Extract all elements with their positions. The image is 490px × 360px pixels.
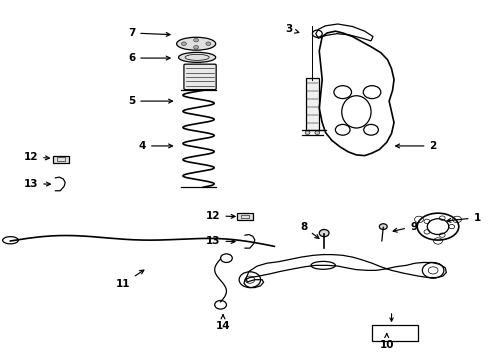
Circle shape xyxy=(181,42,186,45)
Text: 13: 13 xyxy=(206,236,235,246)
Circle shape xyxy=(319,229,329,237)
Text: 5: 5 xyxy=(128,96,172,106)
Text: 6: 6 xyxy=(128,53,170,63)
Text: 10: 10 xyxy=(379,334,394,350)
Text: 7: 7 xyxy=(128,28,170,38)
Circle shape xyxy=(305,131,310,134)
Circle shape xyxy=(379,224,387,229)
Text: 9: 9 xyxy=(393,222,417,232)
Circle shape xyxy=(315,131,320,134)
Text: 1: 1 xyxy=(447,213,481,222)
Text: 12: 12 xyxy=(206,211,235,221)
Circle shape xyxy=(194,45,198,49)
Text: 3: 3 xyxy=(285,24,299,35)
FancyBboxPatch shape xyxy=(306,78,319,130)
Text: 14: 14 xyxy=(216,315,230,331)
FancyBboxPatch shape xyxy=(184,64,216,90)
Text: 12: 12 xyxy=(24,152,49,162)
Ellipse shape xyxy=(176,37,216,50)
Polygon shape xyxy=(53,156,69,163)
Circle shape xyxy=(194,39,198,42)
Text: 13: 13 xyxy=(24,179,50,189)
Polygon shape xyxy=(237,213,253,220)
Text: 2: 2 xyxy=(396,141,437,151)
Circle shape xyxy=(206,42,211,45)
Text: 8: 8 xyxy=(300,222,319,238)
Text: 11: 11 xyxy=(116,270,144,289)
Text: 4: 4 xyxy=(139,141,172,151)
Ellipse shape xyxy=(178,52,216,62)
